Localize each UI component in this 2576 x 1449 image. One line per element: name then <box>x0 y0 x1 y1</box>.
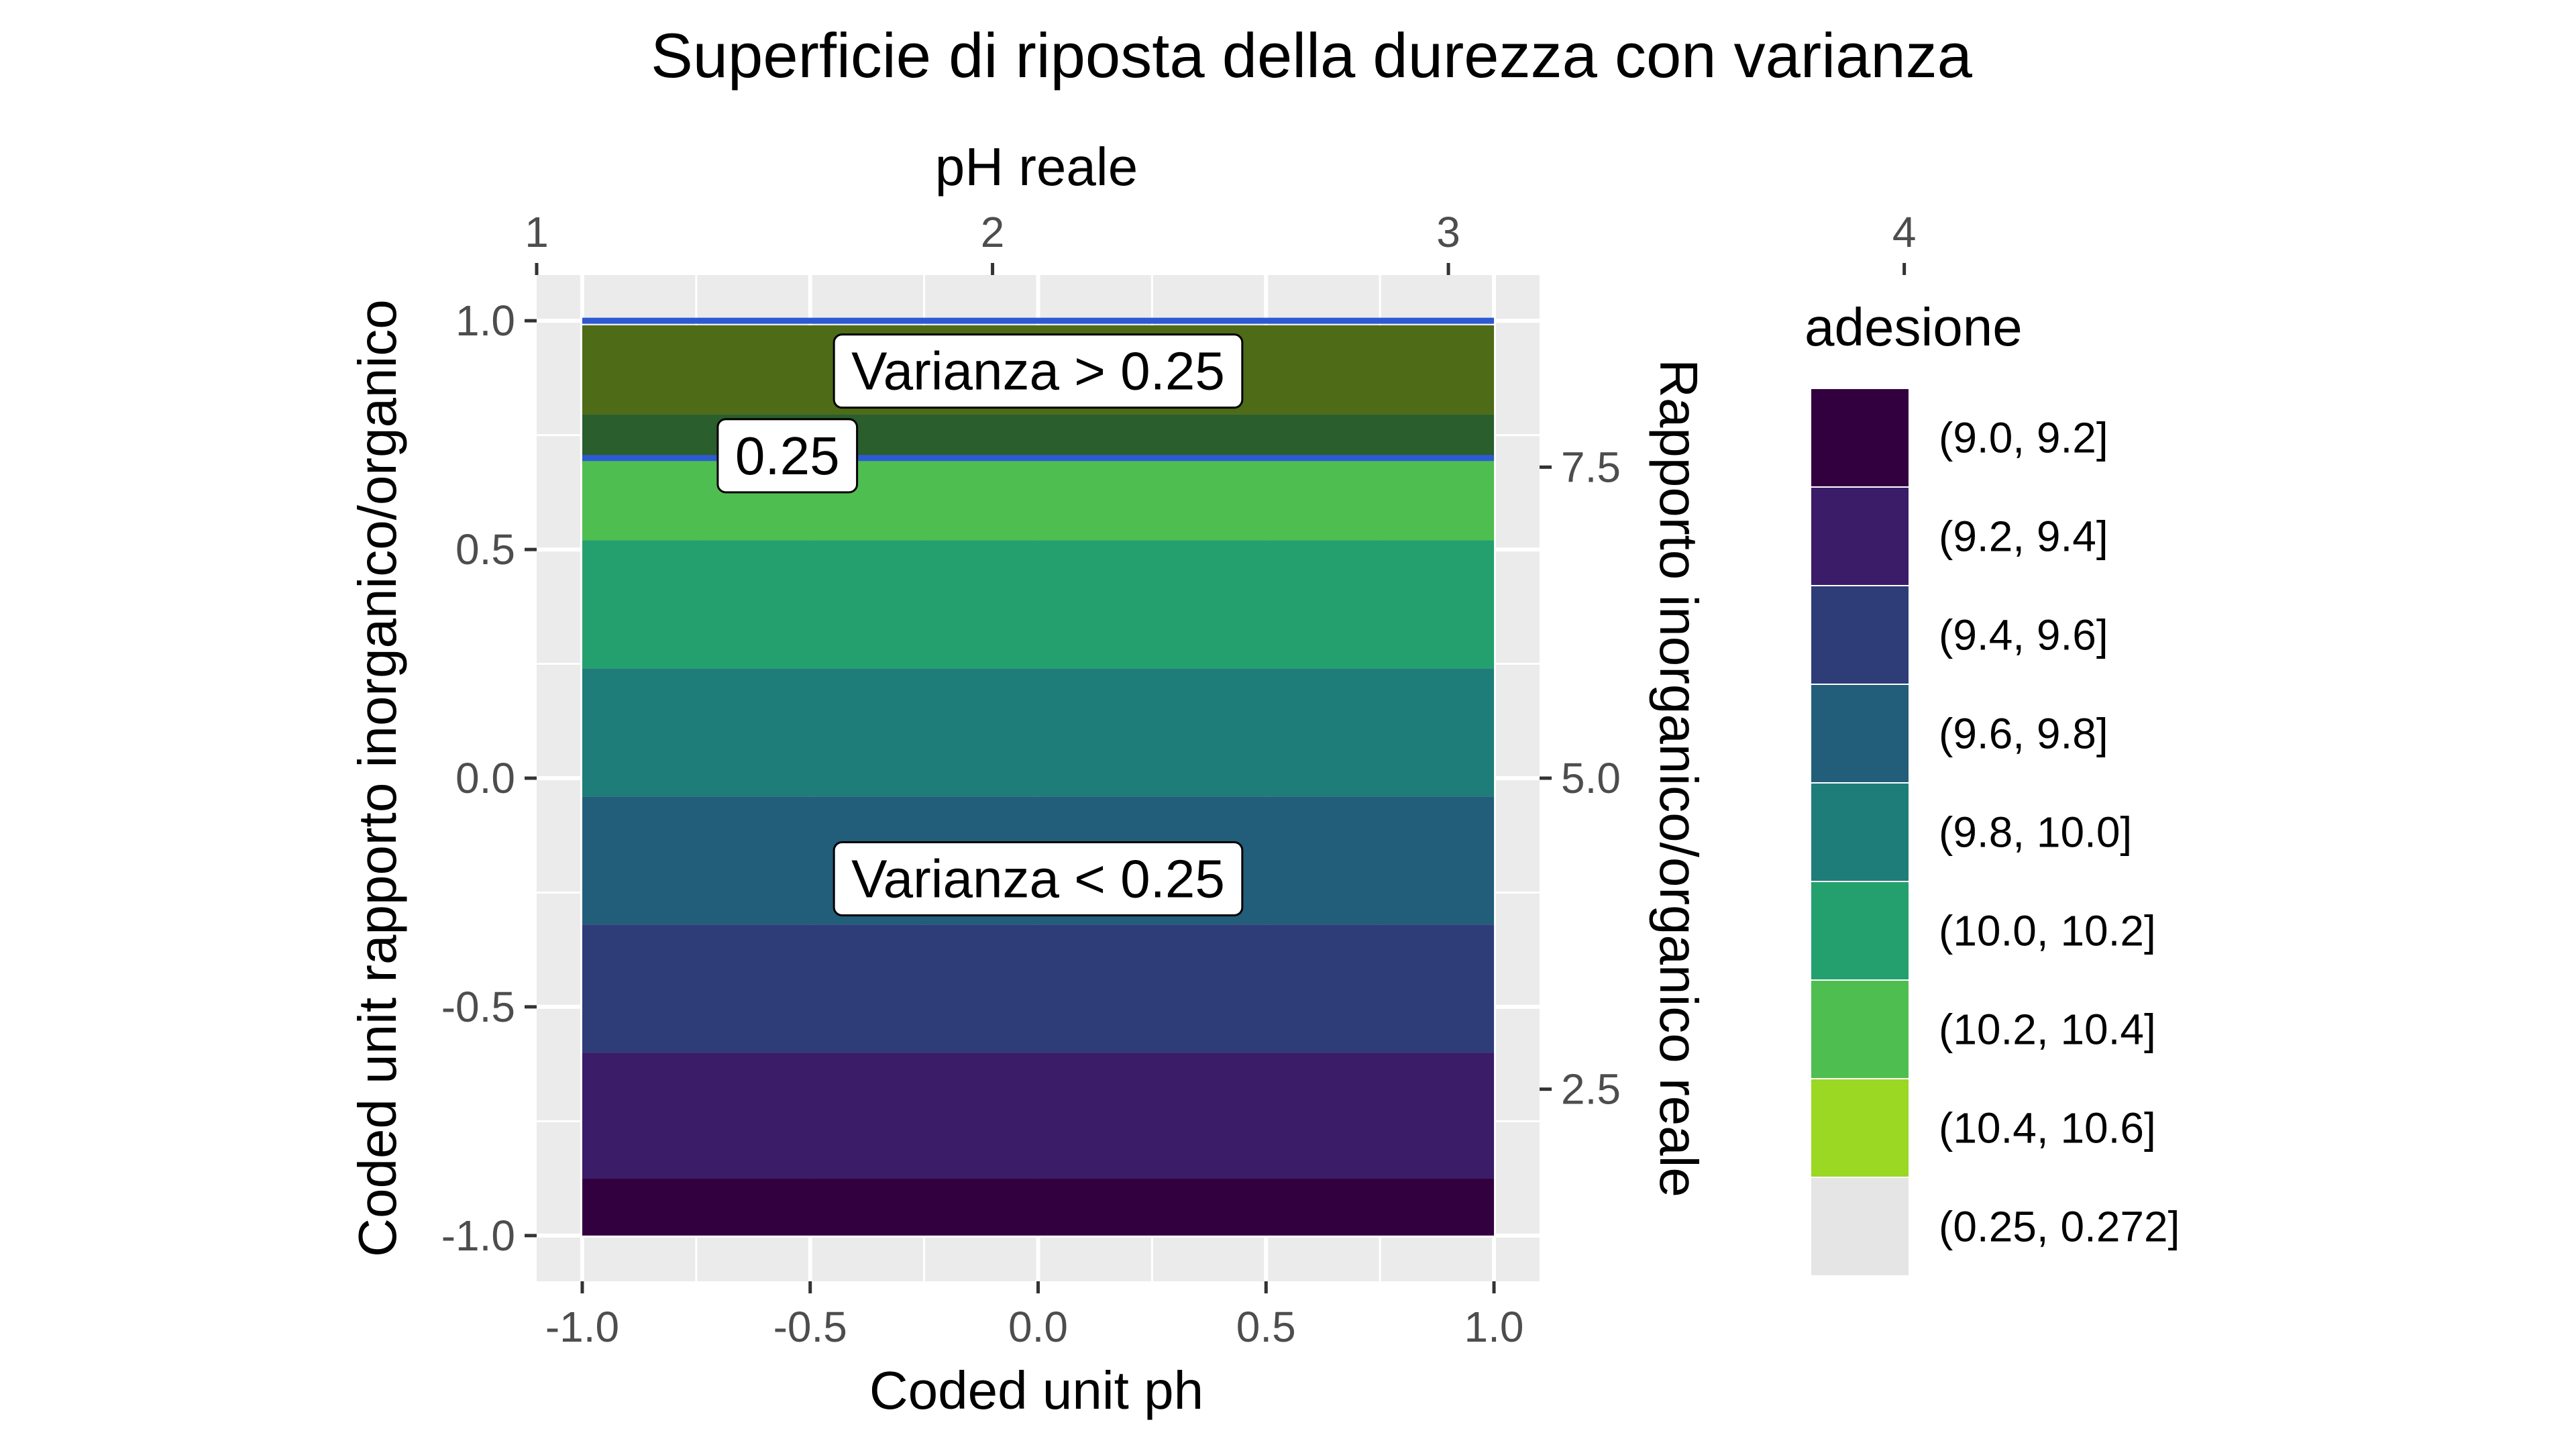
legend-key <box>1811 882 1909 979</box>
x2-tick-label: 3 <box>1436 208 1460 256</box>
annotation-box <box>833 333 1244 409</box>
x2-tick-label: 2 <box>981 208 1005 256</box>
legend-label: (10.0, 10.2] <box>1939 907 2156 955</box>
legend-label: (10.2, 10.4] <box>1939 1006 2156 1054</box>
x-tick-label: -1.0 <box>545 1303 619 1351</box>
annotation-box <box>716 418 859 494</box>
annotation-label: 0.25 <box>716 418 859 494</box>
annotation-text: Varianza > 0.25 <box>851 341 1225 401</box>
legend-label: (9.8, 10.0] <box>1939 808 2132 857</box>
contour-band <box>582 924 1495 1053</box>
legend: (9.0, 9.2] (9.2, 9.4] (9.4, 9.6] (9.6, 9.8]… <box>1811 389 2180 1275</box>
chart-title: Superficie di riposta della durezza con … <box>651 20 1973 91</box>
annotation-text: 0.25 <box>735 426 840 486</box>
y2-axis-title: Rapporto inorganico/organico reale <box>1649 359 1709 1197</box>
contour-band <box>582 1053 1495 1179</box>
y2-tick-label: 5.0 <box>1561 754 1621 802</box>
x-tick-label: 0.5 <box>1236 1303 1296 1351</box>
y-axis-title: Coded unit rapporto inorganico/organico <box>347 299 407 1257</box>
x-tick-label: -0.5 <box>773 1303 847 1351</box>
contour-band <box>582 540 1495 669</box>
y2-tick-label: 7.5 <box>1561 443 1621 491</box>
legend-key <box>1811 1178 1909 1275</box>
legend-key <box>1811 389 1909 486</box>
y-tick-label: 1.0 <box>455 297 515 345</box>
legend-label: (9.6, 9.8] <box>1939 710 2108 758</box>
x2-tick-label: 1 <box>525 208 549 256</box>
contour-band <box>582 1178 1495 1236</box>
axes: -1.0 -0.5 0.0 0.5 1.0-1.0-0.50.00.51.01 2 3 42.… <box>441 208 1917 1351</box>
contour-band <box>582 668 1495 797</box>
x-axis-title: Coded unit ph <box>869 1360 1203 1420</box>
legend-label: (10.4, 10.6] <box>1939 1104 2156 1152</box>
legend-key <box>1811 488 1909 585</box>
legend-label: (9.0, 9.2] <box>1939 414 2108 462</box>
legend-key <box>1811 981 1909 1078</box>
y-tick-label: 0.0 <box>455 754 515 802</box>
legend-key <box>1811 1079 1909 1177</box>
y-tick-label: 0.5 <box>455 525 515 574</box>
legend-title: adesione <box>1805 297 2023 357</box>
legend-key <box>1811 784 1909 881</box>
annotation-box <box>833 841 1244 916</box>
y2-tick-label: 2.5 <box>1561 1065 1621 1114</box>
x2-tick-label: 4 <box>1892 208 1917 256</box>
x-tick-label: 1.0 <box>1464 1303 1524 1351</box>
legend-label: (9.2, 9.4] <box>1939 513 2108 561</box>
legend-label: (0.25, 0.272] <box>1939 1203 2180 1251</box>
annotation-label: Varianza < 0.25 <box>833 841 1244 916</box>
x2-axis-title: pH reale <box>935 137 1138 197</box>
legend-key <box>1811 586 1909 684</box>
y-tick-label: -0.5 <box>441 983 515 1031</box>
annotation-text: Varianza < 0.25 <box>851 849 1225 909</box>
x-tick-label: 0.0 <box>1008 1303 1068 1351</box>
legend-key <box>1811 685 1909 782</box>
plot-area: Varianza > 0.250.25 Varianza < 0.25 <box>537 275 1540 1281</box>
legend-label: (9.4, 9.6] <box>1939 611 2108 659</box>
annotation-label: Varianza > 0.25 <box>833 333 1244 409</box>
y-tick-label: -1.0 <box>441 1212 515 1260</box>
